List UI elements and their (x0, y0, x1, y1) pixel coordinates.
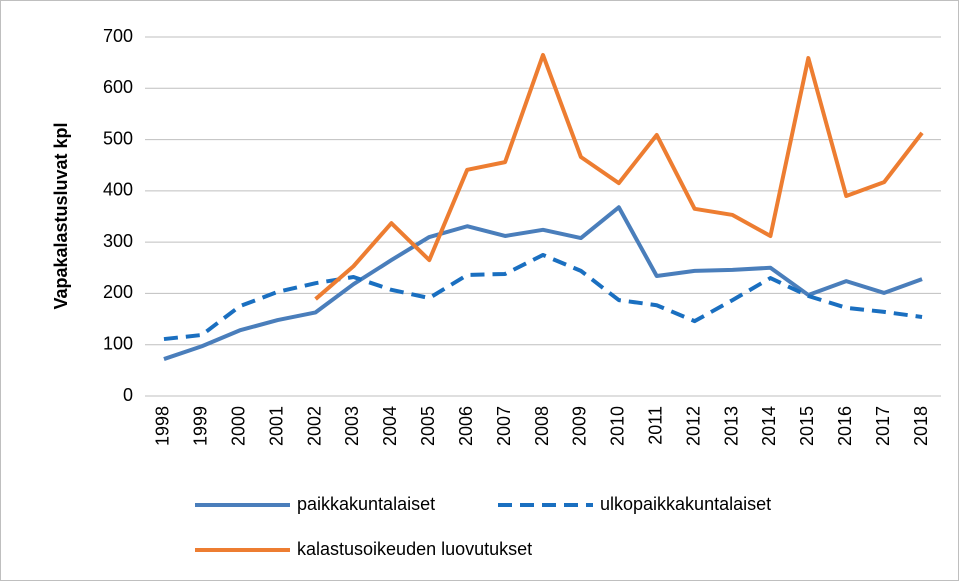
x-tick-label: 2013 (721, 406, 741, 446)
x-tick-label: 2018 (911, 406, 931, 446)
x-tick-label: 2008 (532, 406, 552, 446)
legend-label: paikkakuntalaiset (297, 494, 435, 514)
x-tick-label: 2004 (380, 406, 400, 446)
legend-label: kalastusoikeuden luovutukset (297, 539, 532, 559)
x-tick-label: 2005 (418, 406, 438, 446)
x-tick-label: 2014 (759, 406, 779, 446)
series-line (314, 52, 924, 301)
y-tick-label: 300 (103, 231, 133, 251)
x-tick-label: 2011 (645, 406, 665, 445)
series-line (163, 252, 923, 342)
x-tick-label: 2003 (342, 406, 362, 446)
y-tick-label: 500 (103, 128, 133, 148)
y-tick-label: 400 (103, 180, 133, 200)
y-tick-label: 100 (103, 333, 133, 353)
x-tick-label: 2007 (494, 406, 514, 446)
x-tick-label: 2010 (608, 406, 628, 446)
y-tick-label: 0 (123, 385, 133, 405)
x-tick-label: 1999 (191, 406, 211, 446)
x-tick-label: 2002 (304, 406, 324, 446)
x-tick-label: 1998 (153, 406, 173, 446)
x-tick-label: 2015 (797, 406, 817, 446)
y-tick-label: 200 (103, 282, 133, 302)
series-line (163, 205, 923, 361)
x-tick-label: 2000 (229, 406, 249, 446)
x-tick-label: 2017 (873, 406, 893, 446)
x-tick-label: 2009 (570, 406, 590, 446)
legend-label: ulkopaikkakuntalaiset (600, 494, 771, 514)
y-tick-label: 700 (103, 26, 133, 46)
x-tick-label: 2016 (835, 406, 855, 446)
y-axis-label: Vapakalastusluvat kpl (51, 122, 71, 309)
x-tick-label: 2006 (456, 406, 476, 446)
x-tick-label: 2001 (266, 406, 286, 446)
y-tick-label: 600 (103, 77, 133, 97)
x-tick-label: 2012 (683, 406, 703, 446)
